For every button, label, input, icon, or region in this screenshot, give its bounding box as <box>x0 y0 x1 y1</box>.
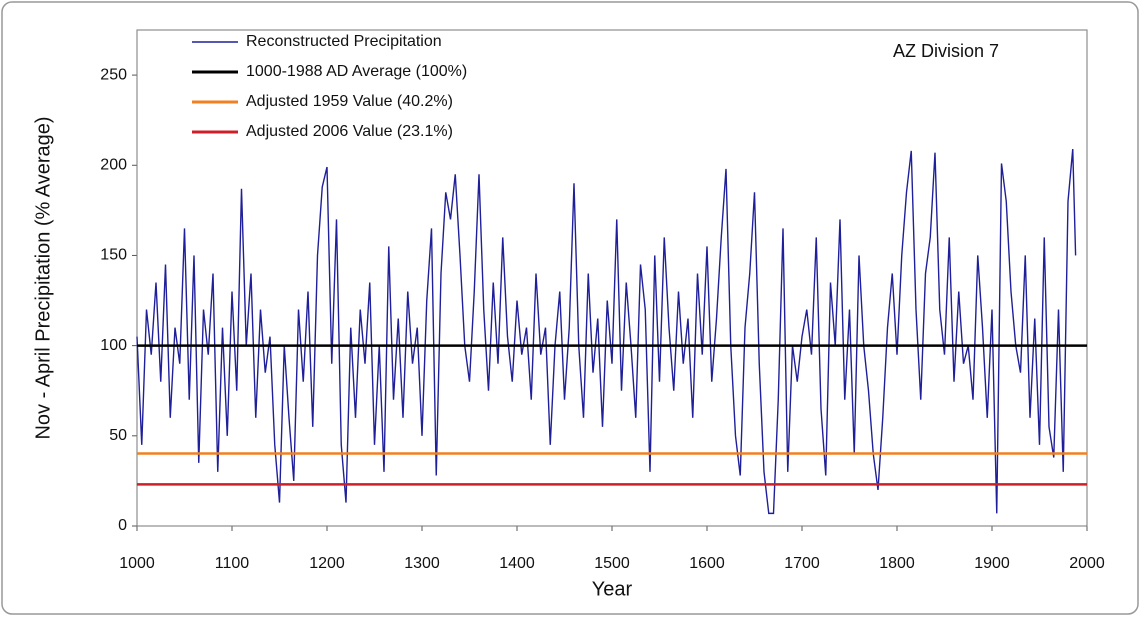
y-tick-label: 200 <box>100 156 127 173</box>
series-line <box>136 148 1077 515</box>
x-tick-label: 1400 <box>499 555 535 572</box>
plot-area <box>136 29 1088 527</box>
legend-label: 1000-1988 AD Average (100%) <box>246 63 467 80</box>
y-tick-label: 100 <box>100 337 127 354</box>
x-tick-label: 1200 <box>309 555 345 572</box>
x-tick-label: 1000 <box>119 555 155 572</box>
y-tick-label: 50 <box>109 427 127 444</box>
x-tick-label: 1500 <box>594 555 630 572</box>
x-tick-label: 1900 <box>974 555 1010 572</box>
x-axis-label: Year <box>592 578 633 600</box>
x-tick-label: 1100 <box>215 555 250 572</box>
legend-label: Adjusted 2006 Value (23.1%) <box>246 123 453 140</box>
x-tick-label: 1600 <box>689 555 725 572</box>
legend-label: Reconstructed Precipitation <box>246 33 442 50</box>
y-tick-label: 250 <box>100 66 127 83</box>
legend-label: Adjusted 1959 Value (40.2%) <box>246 93 453 110</box>
y-axis-label: Nov - April Precipitation (% Average) <box>32 116 54 439</box>
annotation: AZ Division 7 <box>893 41 999 61</box>
x-tick-label: 2000 <box>1069 555 1105 572</box>
x-tick-label: 1800 <box>879 555 915 572</box>
y-tick-label: 0 <box>118 517 127 534</box>
x-tick-label: 1300 <box>404 555 440 572</box>
y-tick-label: 150 <box>100 247 127 264</box>
x-tick-label: 1700 <box>784 555 820 572</box>
